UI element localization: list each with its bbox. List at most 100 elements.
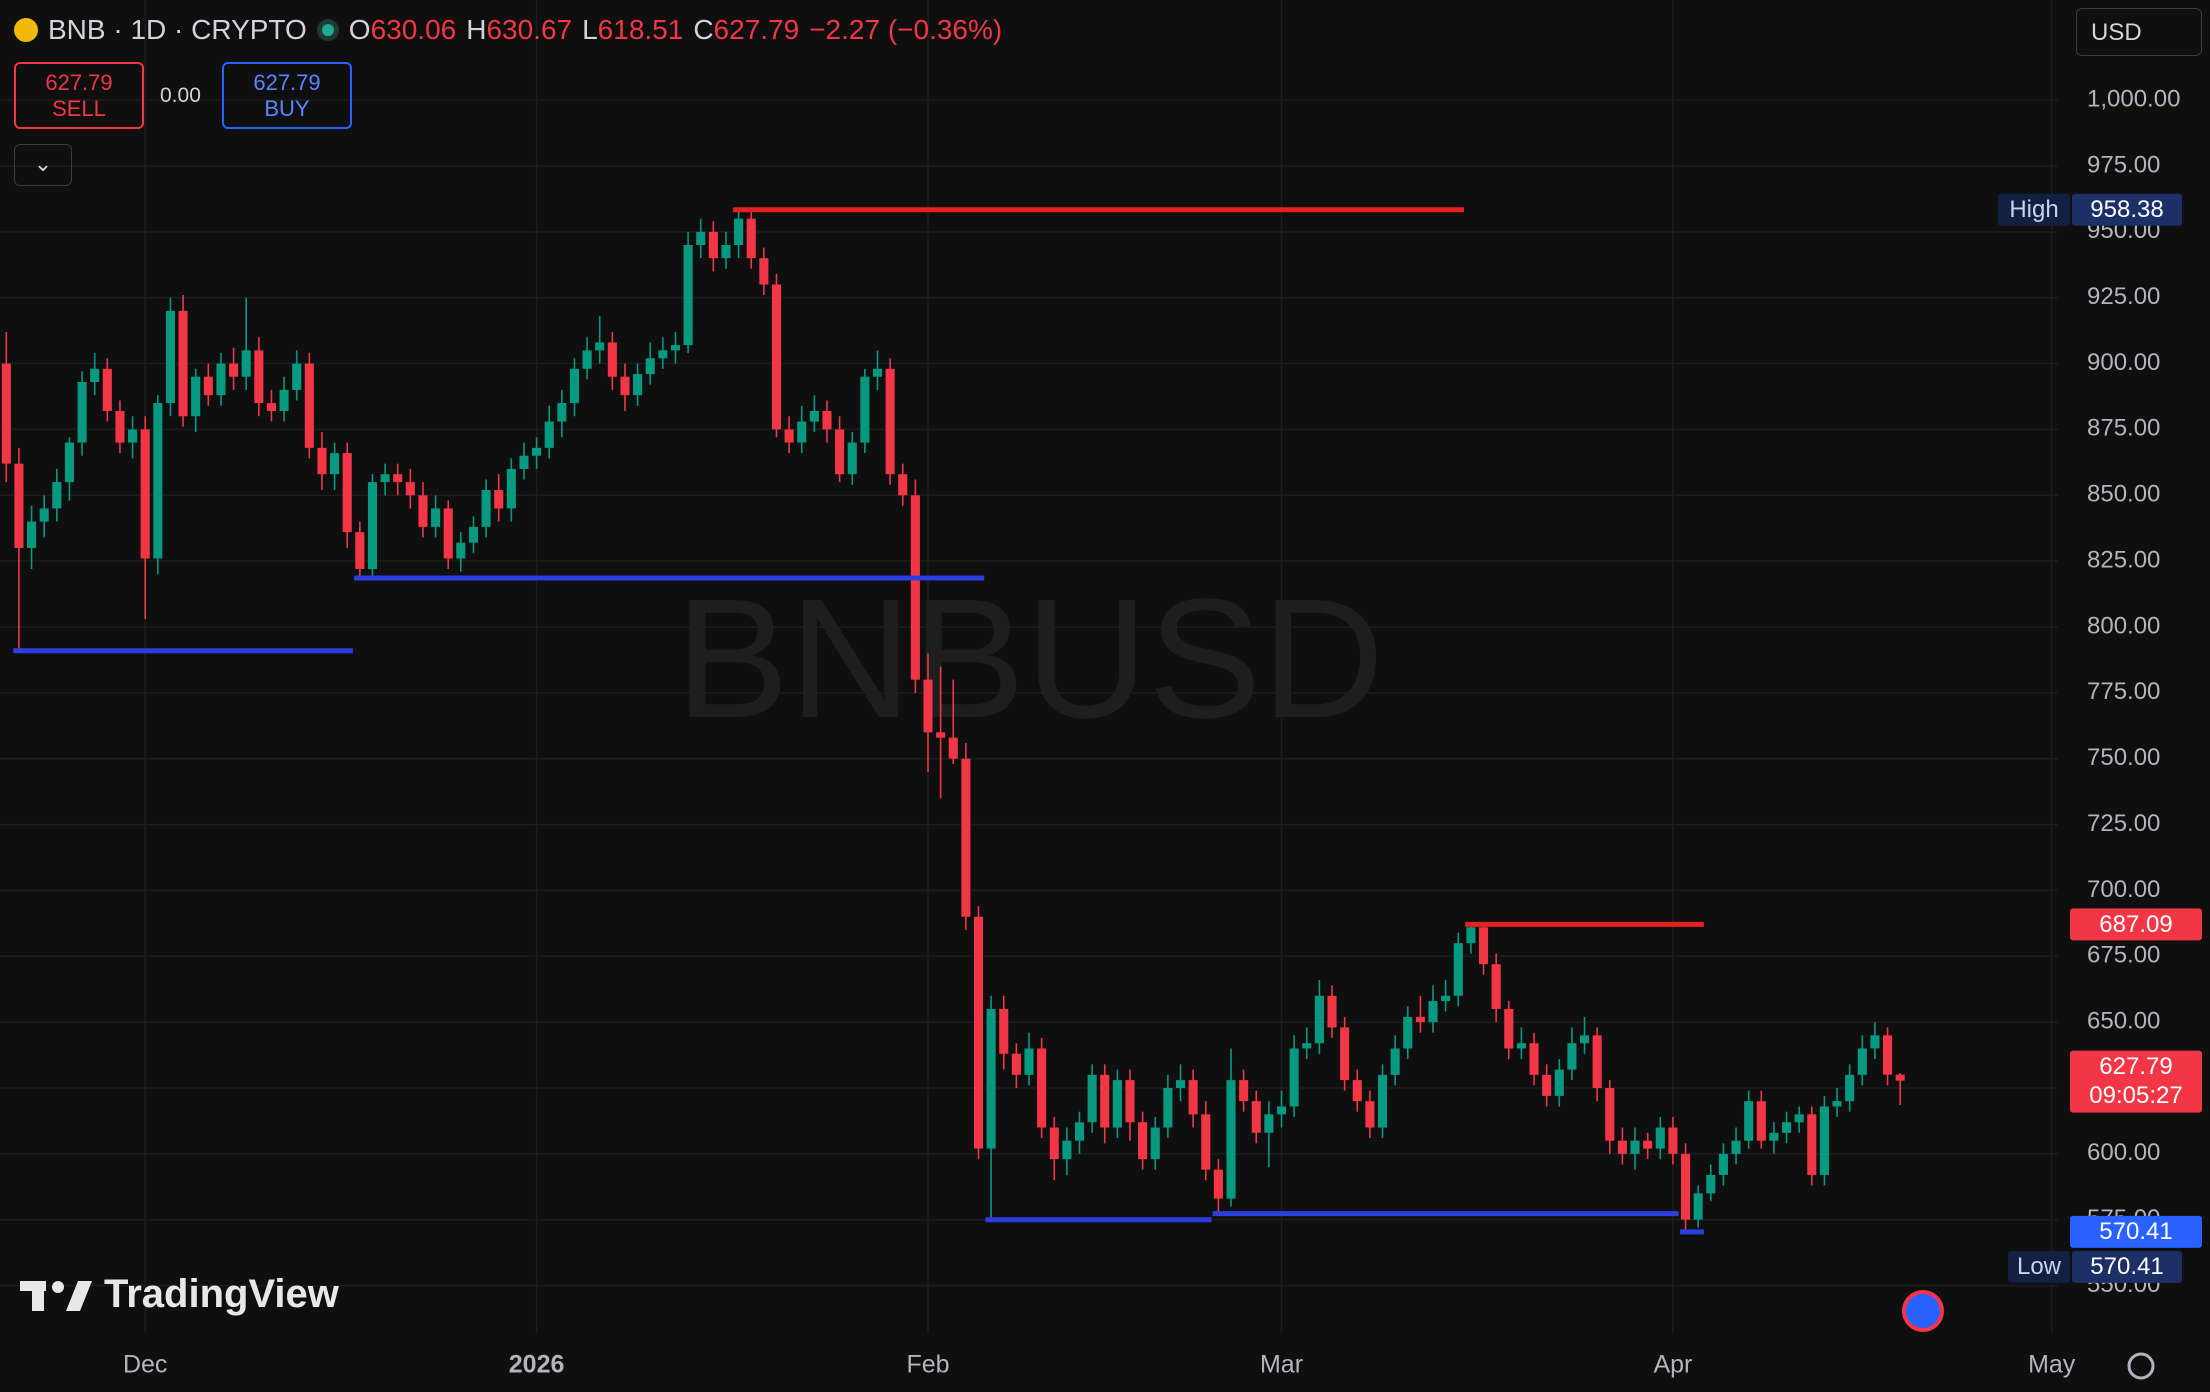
candle-body [431,508,441,527]
candle-body [254,350,264,404]
candle-body [115,410,125,443]
candle-body [1516,1043,1526,1049]
candle-body [835,429,845,475]
candle-body [1706,1174,1716,1194]
candle-body [1491,964,1501,1009]
candle-body [860,376,870,443]
candle-body [1188,1080,1198,1115]
spread: 0.00 [160,84,201,107]
candle-body [1062,1140,1072,1160]
candle-body [1832,1101,1842,1107]
high-price-bg [2072,193,2182,226]
candle-body [1365,1101,1375,1128]
candle-body [380,474,390,483]
candle-body [1819,1106,1829,1175]
countdown: 09:05:27 [2089,1082,2182,1109]
candle-body [355,532,365,570]
candle-body [39,508,49,522]
sell-button[interactable]: 627.79 SELL [14,62,144,129]
candle-body [128,429,138,443]
candle-body [178,310,188,417]
candle-body [1340,1027,1350,1081]
candle-body [1870,1035,1880,1049]
candle-body [1668,1127,1678,1154]
candle-body [670,345,681,351]
candle-body [393,474,403,483]
candle-body [658,350,668,359]
candle-body [266,403,276,411]
low-price-bg [2072,1250,2182,1283]
candle-body [165,310,175,404]
candle-body [1504,1008,1514,1049]
x-tick-label: May [2028,1351,2076,1379]
candle-body [1542,1074,1552,1096]
candle-body [923,679,933,733]
candle-body [1605,1088,1615,1141]
candle-body [241,350,251,377]
candle-body [1150,1127,1160,1160]
candle-body [809,410,819,422]
level-price-bg [2070,908,2202,941]
candle-body [721,244,731,259]
collapse-button[interactable]: ⌄ [14,144,72,186]
ohlc: O630.06 [349,14,456,46]
candle-body [481,489,491,527]
buy-button[interactable]: 627.79 BUY [222,62,352,129]
candle-body [1415,1016,1425,1023]
level-price: 687.09 [2099,911,2172,938]
candle-body [506,468,516,509]
low-level-price-bg [2070,1215,2202,1248]
candle-body [1251,1101,1261,1133]
y-tick-label: 975.00 [2087,151,2160,178]
high-value: 630.67 [486,14,573,45]
header: BNB · 1D · CRYPTO O630.06 H630.67 L618.5… [14,10,1002,50]
candle-body [582,350,592,369]
candle-body [1895,1074,1905,1081]
event-flag [1902,1290,1944,1332]
candle-body [595,342,605,351]
candle-body [1213,1169,1223,1199]
brand-logo: TradingView [20,1272,339,1317]
candle-body [64,442,74,483]
candle-body [1100,1074,1110,1128]
y-tick-label: 650.00 [2087,1007,2160,1034]
candle-body [494,489,504,509]
candle-body [1617,1140,1627,1154]
candle-body [229,363,239,377]
candle-body [443,508,453,559]
candle-body [1807,1114,1817,1175]
candle-body [1592,1035,1602,1089]
candle-body [607,342,617,377]
ohlc-label: O [348,14,371,45]
candle-body [191,376,201,417]
candle-body [1087,1074,1097,1123]
y-tick-label: 1,000.00 [2087,85,2180,112]
ohlc-label: C [693,14,714,45]
candle-body [1579,1035,1590,1044]
sell-label: SELL [52,96,106,121]
y-tick-label: 850.00 [2087,481,2160,508]
candle-body [1680,1153,1691,1220]
candle-body [1744,1101,1754,1141]
low-label-bg [2008,1250,2070,1283]
candle-body [140,429,150,559]
sell-price: 627.79 [45,70,113,95]
candle-body [14,463,24,548]
candle-body [1037,1048,1047,1128]
ohlc: L618.51 [582,14,683,46]
candle-body [1201,1114,1211,1170]
candle-body [771,284,782,430]
candle-body [1302,1043,1312,1049]
candle-body [822,410,832,430]
candle-body [1567,1043,1577,1070]
y-tick-label: 725.00 [2087,810,2160,837]
high-label: High [2009,196,2058,223]
candle-body [885,368,895,475]
candle-body [746,218,756,259]
buy-price: 627.79 [253,70,321,95]
candle-body [27,521,37,548]
currency-select[interactable]: USD [2076,8,2202,56]
candle-body [734,218,744,245]
candle-body [797,421,807,443]
